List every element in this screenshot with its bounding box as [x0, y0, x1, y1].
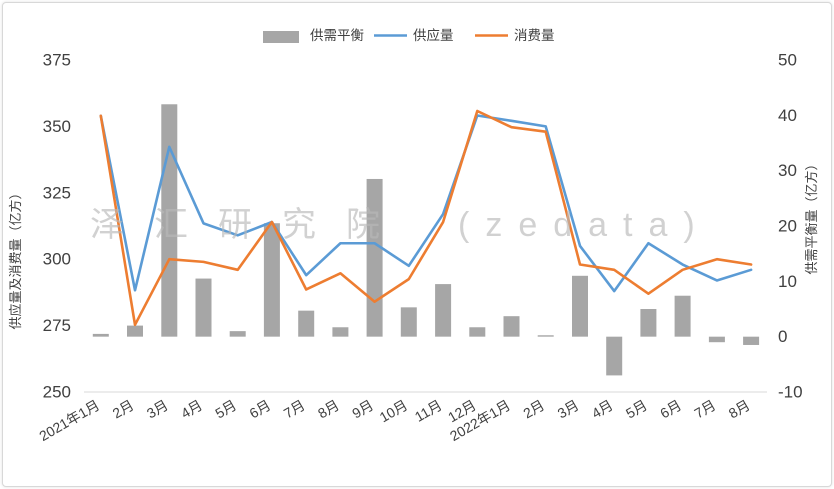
svg-text:275: 275 — [43, 316, 71, 335]
svg-text:300: 300 — [43, 250, 71, 269]
svg-text:8月: 8月 — [315, 397, 342, 422]
svg-text:3月: 3月 — [144, 397, 171, 422]
svg-text:供应量: 供应量 — [413, 27, 454, 43]
svg-text:8月: 8月 — [726, 397, 753, 422]
svg-text:9月: 9月 — [349, 397, 376, 422]
svg-text:2021年1月: 2021年1月 — [36, 397, 102, 444]
svg-text:20: 20 — [778, 217, 797, 236]
svg-text:5月: 5月 — [212, 397, 239, 422]
svg-text:30: 30 — [778, 161, 797, 180]
svg-text:3月: 3月 — [555, 397, 582, 422]
svg-text:50: 50 — [778, 51, 797, 70]
svg-text:供应量及消费量（亿方）: 供应量及消费量（亿方） — [8, 186, 23, 329]
svg-text:-10: -10 — [778, 383, 803, 402]
svg-text:7月: 7月 — [692, 397, 719, 422]
svg-text:5月: 5月 — [623, 397, 650, 422]
svg-text:325: 325 — [43, 183, 71, 202]
svg-text:消费量: 消费量 — [514, 28, 555, 43]
svg-text:6月: 6月 — [247, 397, 274, 422]
svg-text:4月: 4月 — [178, 397, 205, 422]
svg-text:6月: 6月 — [657, 397, 684, 422]
svg-text:375: 375 — [43, 51, 71, 70]
svg-text:10月: 10月 — [377, 397, 411, 426]
svg-text:0: 0 — [778, 327, 787, 346]
svg-text:7月: 7月 — [281, 397, 308, 422]
svg-text:供需平衡: 供需平衡 — [310, 28, 364, 43]
svg-text:2月: 2月 — [110, 397, 137, 422]
svg-text:2月: 2月 — [520, 397, 547, 422]
svg-text:350: 350 — [43, 117, 71, 136]
svg-text:40: 40 — [778, 106, 797, 125]
svg-text:11月: 11月 — [412, 397, 445, 425]
svg-text:10: 10 — [778, 272, 797, 291]
svg-text:250: 250 — [43, 383, 71, 402]
svg-text:4月: 4月 — [589, 397, 616, 422]
svg-text:供需平衡量（亿方）: 供需平衡量（亿方） — [804, 157, 819, 274]
